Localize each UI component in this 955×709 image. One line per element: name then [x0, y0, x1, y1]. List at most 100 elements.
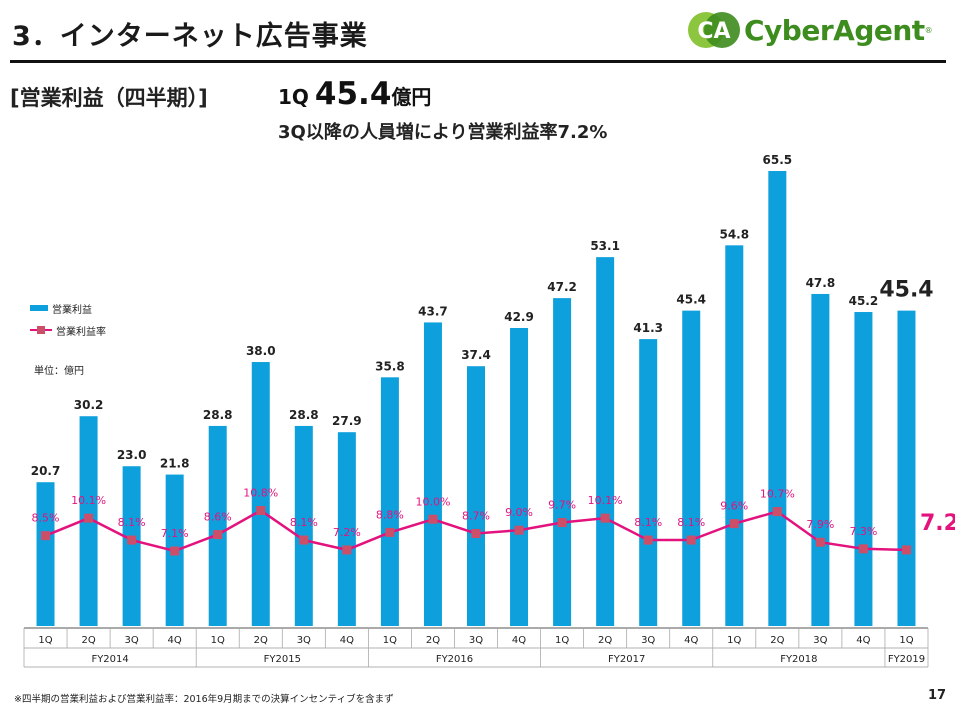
group-label-4: FY2017: [608, 654, 645, 665]
group-label-2: FY2015: [264, 654, 301, 665]
rate-label-15: 8.1%: [634, 516, 662, 529]
bar-value-label-6: 38.0: [246, 344, 276, 358]
bar-5: [208, 425, 227, 626]
rate-marker-19: [815, 537, 825, 547]
bar-value-label-2: 30.2: [74, 398, 104, 412]
rate-label-3: 8.1%: [118, 516, 146, 529]
headline-value: 45.4: [314, 76, 392, 112]
category-label-21: 1Q: [899, 635, 913, 646]
category-label-12: 4Q: [512, 635, 526, 646]
category-label-18: 2Q: [770, 635, 784, 646]
rate-marker-7: [299, 535, 309, 545]
company-logo: CA CyberAgent ®: [688, 10, 933, 50]
group-label-1: FY2014: [91, 654, 128, 665]
logo-mark-text: CA: [697, 19, 730, 44]
bar-14: [596, 257, 615, 626]
rate-label-6: 10.8%: [243, 487, 278, 500]
bar-20: [854, 312, 873, 626]
bar-value-label-3: 23.0: [117, 448, 147, 462]
bar-value-label-8: 27.9: [332, 414, 362, 428]
rate-marker-3: [127, 535, 137, 545]
legend-item-bar: 営業利益: [30, 297, 106, 319]
bar-8: [337, 432, 356, 626]
rate-label-21: 7.2%: [920, 511, 955, 536]
rate-marker-17: [729, 519, 739, 529]
category-label-7: 3Q: [297, 635, 311, 646]
bar-value-label-21: 45.4: [879, 278, 933, 303]
rate-marker-1: [41, 531, 51, 541]
category-label-3: 3Q: [125, 635, 139, 646]
rate-label-17: 9.6%: [720, 500, 748, 513]
rate-label-1: 8.5%: [32, 512, 60, 525]
category-label-15: 3Q: [641, 635, 655, 646]
logo-text: CyberAgent: [744, 13, 925, 47]
rate-label-16: 8.1%: [677, 516, 705, 529]
logo-mark-icon: CA: [688, 12, 740, 48]
bar-value-label-14: 53.1: [590, 239, 620, 253]
headline-unit: 億円: [391, 85, 432, 109]
page-number: 17: [928, 688, 947, 703]
category-label-14: 2Q: [598, 635, 612, 646]
bar-value-label-19: 47.8: [806, 276, 836, 290]
group-label-6: FY2019: [888, 654, 925, 665]
rate-marker-12: [514, 525, 524, 535]
footnote: ※四半期の営業利益および営業利益率：2016年9月期までの決算インセンティブを含…: [14, 694, 394, 705]
category-label-8: 4Q: [340, 635, 354, 646]
category-label-13: 1Q: [555, 635, 569, 646]
bar-9: [380, 377, 399, 626]
bar-value-label-5: 28.8: [203, 408, 233, 422]
legend-line-swatch: [30, 325, 52, 335]
category-label-19: 3Q: [813, 635, 827, 646]
section-label: [営業利益（四半期）]: [10, 86, 208, 110]
rate-label-11: 8.7%: [462, 509, 490, 522]
rate-marker-16: [686, 535, 696, 545]
rate-marker-6: [256, 506, 266, 515]
category-label-9: 1Q: [383, 635, 397, 646]
rate-marker-5: [213, 530, 223, 540]
rate-marker-9: [385, 527, 395, 537]
bar-value-label-4: 21.8: [160, 457, 190, 471]
rate-marker-13: [557, 518, 567, 528]
chart-legend: 営業利益 営業利益率: [30, 297, 106, 341]
rate-marker-14: [600, 513, 610, 523]
bar-value-label-1: 20.7: [31, 464, 61, 478]
category-label-2: 2Q: [81, 635, 95, 646]
header-divider: [10, 60, 946, 63]
category-label-1: 1Q: [38, 635, 52, 646]
bar-3: [122, 466, 141, 626]
rate-marker-21: [901, 545, 911, 555]
legend-item-line: 営業利益率: [30, 319, 106, 341]
headline-quarter: 1Q: [278, 85, 309, 109]
rate-marker-8: [342, 545, 352, 555]
rate-marker-4: [170, 546, 180, 556]
bar-value-label-20: 45.2: [849, 294, 879, 308]
category-label-16: 4Q: [684, 635, 698, 646]
legend-bar-label: 営業利益: [52, 304, 92, 316]
category-label-20: 4Q: [856, 635, 870, 646]
category-label-6: 2Q: [254, 635, 268, 646]
category-label-11: 3Q: [469, 635, 483, 646]
bar-value-label-17: 54.8: [719, 227, 749, 241]
bar-value-label-16: 45.4: [676, 293, 706, 307]
rate-label-19: 7.9%: [806, 518, 834, 531]
bar-6: [251, 362, 270, 626]
bar-value-label-18: 65.5: [763, 153, 793, 167]
bar-17: [725, 245, 744, 626]
rate-label-14: 10.1%: [588, 494, 623, 507]
group-label-5: FY2018: [780, 654, 817, 665]
bar-value-label-10: 43.7: [418, 304, 448, 318]
bar-11: [467, 366, 485, 626]
headline: 1Q 45.4億円: [278, 76, 431, 112]
rate-marker-18: [772, 507, 782, 517]
rate-marker-2: [84, 513, 94, 523]
rate-marker-15: [643, 535, 653, 545]
bar-10: [423, 322, 442, 626]
bar-13: [553, 298, 572, 626]
rate-label-10: 10.0%: [415, 495, 450, 508]
rate-label-5: 8.6%: [204, 511, 232, 524]
bar-value-label-7: 28.8: [289, 408, 319, 422]
legend-bar-swatch: [30, 305, 48, 311]
category-label-10: 2Q: [426, 635, 440, 646]
page-title: 3．インターネット広告事業: [12, 21, 368, 52]
